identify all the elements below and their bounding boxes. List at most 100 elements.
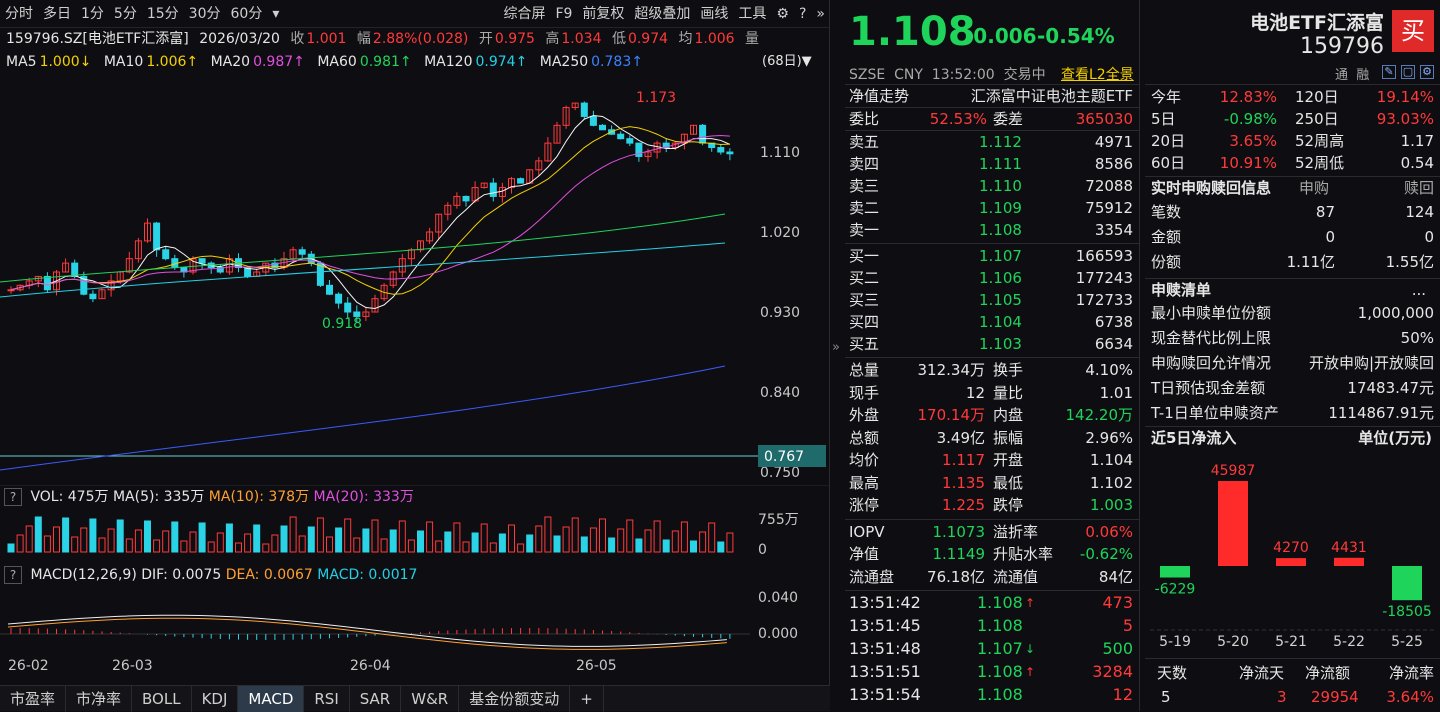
candle <box>89 293 97 300</box>
bid-volume: 6634 <box>1094 335 1133 353</box>
nav-row[interactable]: 净值走势 汇添富中证电池主题ETF <box>845 85 1139 107</box>
tab-fund-shares[interactable]: 基金份额变动 <box>459 686 571 712</box>
volume-bar <box>326 536 333 553</box>
iopv-label: 升贴水率 <box>993 545 1054 563</box>
stat-value: 12 <box>965 383 985 402</box>
volume-bar <box>289 516 297 553</box>
ask-row[interactable]: 卖四 1.111 8586 <box>845 153 1139 175</box>
stat-label: 现手 <box>849 383 880 402</box>
l2-link[interactable]: 查看L2全景 <box>1061 67 1134 83</box>
change-value: 2.88%(0.028) <box>372 31 469 47</box>
perf-row: 今年 12.83% 120日 19.14% <box>1145 86 1440 108</box>
bid-row[interactable]: 买五 1.103 6634 <box>845 333 1139 355</box>
overlay-button[interactable]: 超级叠加 <box>634 5 691 22</box>
date-label: 26-02 <box>8 658 49 674</box>
tab-15min[interactable]: 15分 <box>146 5 179 22</box>
stat-label: 最低 <box>993 473 1024 492</box>
edit-icon[interactable]: ✎ <box>1382 65 1396 79</box>
tab-60min[interactable]: 60分 <box>230 5 263 22</box>
vol-ma20: MA(20): 333万 <box>313 489 414 505</box>
tick-row: 13:51:42 1.108 ↑ 473 <box>845 592 1139 614</box>
f9-button[interactable]: F9 <box>555 5 573 22</box>
perf-row: 5日 -0.98% 250日 93.03% <box>1145 108 1440 130</box>
stat-value: 1.102 <box>1090 473 1133 492</box>
tab-30min[interactable]: 30分 <box>188 5 221 22</box>
ask-label: 卖三 <box>849 177 880 195</box>
volume-bar <box>407 539 415 553</box>
volume-bar <box>107 528 115 553</box>
iopv-label: 溢折率 <box>993 522 1039 541</box>
candle <box>7 289 15 292</box>
buy-button[interactable]: 买 <box>1392 10 1434 52</box>
tab-pb[interactable]: 市净率 <box>66 686 133 712</box>
iopv-value: -0.62% <box>1079 545 1133 563</box>
tab-timeshare[interactable]: 分时 <box>5 5 33 22</box>
gear-icon[interactable]: ⚙ <box>776 5 789 22</box>
tab-boll[interactable]: BOLL <box>132 686 192 712</box>
flow-date-label: 5-22 <box>1333 634 1365 650</box>
realtime-row: 金额 0 0 <box>1145 226 1440 248</box>
bid-label: 买三 <box>849 291 880 309</box>
list-more-button[interactable]: ... <box>1411 281 1426 299</box>
composite-screen-button[interactable]: 综合屏 <box>503 5 546 22</box>
low-label: 低 <box>611 31 626 47</box>
collapse-icon[interactable]: » <box>832 340 840 355</box>
help-icon[interactable]: ? <box>798 5 807 22</box>
summary-cell: 5 <box>1161 688 1171 706</box>
window-icon[interactable]: ▢ <box>1401 65 1415 79</box>
draw-line-button[interactable]: 画线 <box>700 5 729 22</box>
candle <box>344 302 352 313</box>
volume-bar <box>471 532 479 553</box>
help-icon[interactable]: ? <box>4 488 22 506</box>
volume-bar <box>25 525 33 553</box>
ask-row[interactable]: 卖二 1.109 75912 <box>845 197 1139 219</box>
ask-row[interactable]: 卖一 1.108 3354 <box>845 219 1139 241</box>
tab-kdj[interactable]: KDJ <box>192 686 239 712</box>
ma120-line <box>0 242 726 298</box>
volume-bar <box>316 517 324 553</box>
bid-row[interactable]: 买一 1.107 166593 <box>845 245 1139 267</box>
avg-value: 1.006 <box>694 31 735 47</box>
tick-price: 1.108 <box>977 662 1023 681</box>
tab-sar[interactable]: SAR <box>350 686 402 712</box>
perf-label: 52周高 <box>1295 132 1345 150</box>
period-dropdown-icon[interactable]: ▾ <box>272 5 280 22</box>
list-label: T日预估现金差额 <box>1151 379 1266 397</box>
add-tab-button[interactable]: + <box>570 686 604 712</box>
tab-1min[interactable]: 1分 <box>81 5 104 22</box>
adjust-button[interactable]: 前复权 <box>582 5 625 22</box>
candle <box>162 249 170 260</box>
help-icon[interactable]: ? <box>4 566 22 584</box>
tools-button[interactable]: 工具 <box>738 5 767 22</box>
tab-pe[interactable]: 市盈率 <box>0 686 67 712</box>
expand-icon[interactable]: » <box>816 5 825 22</box>
tick-time: 13:51:51 <box>849 662 921 681</box>
candle <box>444 204 452 215</box>
tick-row: 13:51:48 1.107 ↓ 500 <box>845 638 1139 660</box>
tab-rsi[interactable]: RSI <box>304 686 350 712</box>
bid-row[interactable]: 买三 1.105 172733 <box>845 289 1139 311</box>
candle <box>626 138 634 144</box>
period-toolbar: 分时 多日 1分 5分 15分 30分 60分 ▾ 综合屏 F9 前复权 超级叠… <box>0 0 830 28</box>
ask-row[interactable]: 卖三 1.110 72088 <box>845 175 1139 197</box>
tab-multiday[interactable]: 多日 <box>43 5 71 22</box>
settings-icon[interactable]: ⚙ <box>1420 65 1434 79</box>
stat-row: 外盘 170.14万 内盘 142.20万 <box>845 404 1139 426</box>
ask-row[interactable]: 卖五 1.112 4971 <box>845 131 1139 153</box>
candle <box>134 240 142 260</box>
bid-row[interactable]: 买二 1.106 177243 <box>845 267 1139 289</box>
volume-bar <box>653 520 661 553</box>
perf-label: 60日 <box>1151 154 1186 172</box>
tab-wr[interactable]: W&R <box>401 686 460 712</box>
candle <box>398 258 406 273</box>
stat-row: 现手 12 量比 1.01 <box>845 382 1139 404</box>
bid-row[interactable]: 买四 1.104 6738 <box>845 311 1139 333</box>
iopv-label: IOPV <box>849 522 885 541</box>
ask-price: 1.109 <box>979 199 1022 217</box>
period-selector[interactable]: (68日)▼ <box>762 54 812 69</box>
bid-price: 1.104 <box>979 313 1022 331</box>
tab-macd[interactable]: MACD <box>238 686 305 712</box>
tab-5min[interactable]: 5分 <box>113 5 137 22</box>
volume-bar <box>462 541 470 553</box>
tick-row: 13:51:54 1.108 12 <box>845 684 1139 706</box>
